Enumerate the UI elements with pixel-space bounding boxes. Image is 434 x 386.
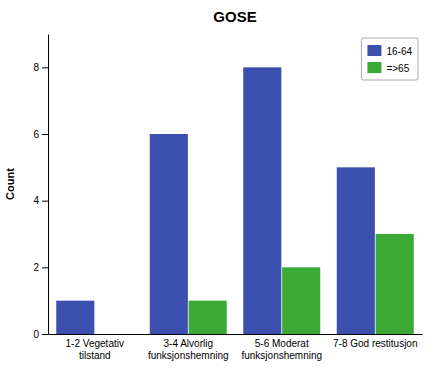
bars	[56, 67, 413, 334]
y-tick-mark	[42, 201, 48, 202]
legend-item: 16-64	[367, 45, 412, 57]
y-tick-label: 2	[33, 262, 39, 273]
x-tick-label-line: 3-4 Alvorlig	[164, 338, 213, 349]
bar	[282, 267, 320, 334]
bar	[150, 134, 188, 334]
y-tick-label: 0	[33, 329, 39, 340]
y-tick-mark	[42, 67, 48, 68]
legend-label: 16-64	[386, 46, 412, 57]
y-tick-mark	[42, 267, 48, 268]
y-tick-mark	[42, 334, 48, 335]
y-axis-line	[48, 35, 49, 335]
bar-series	[56, 67, 375, 334]
x-tick-label: 5-6 Moderatfunksjonshemning	[241, 338, 322, 361]
y-tick-mark	[42, 134, 48, 135]
x-tick-label-line: 5-6 Moderat	[255, 338, 309, 349]
x-tick-label-line: 1-2 Vegetativ	[66, 338, 124, 349]
bar	[376, 234, 414, 334]
y-axis-title: Count	[4, 168, 16, 200]
title: GOSE	[213, 8, 256, 25]
bar	[56, 301, 94, 334]
y-tick: 6	[33, 129, 48, 140]
y-tick-label: 6	[33, 129, 39, 140]
y-tick-label: 8	[33, 62, 39, 73]
x-tick: 5-6 Moderatfunksjonshemning	[241, 338, 322, 361]
y-tick: 2	[33, 262, 48, 273]
x-tick: 3-4 Alvorligfunksjonshemning	[148, 338, 229, 361]
y-tick: 0	[33, 329, 48, 340]
x-tick-label-line: funksjonshemning	[148, 350, 229, 361]
legend-swatch	[367, 45, 381, 56]
x-tick-label: 1-2 Vegetativtilstand	[66, 338, 124, 361]
x-tick-label-line: funksjonshemning	[241, 350, 322, 361]
chart-svg: 024681-2 Vegetativtilstand3-4 Alvorligfu…	[0, 0, 434, 386]
x-axis: 1-2 Vegetativtilstand3-4 Alvorligfunksjo…	[49, 335, 423, 361]
legend-label: =>65	[386, 63, 409, 74]
x-tick-label: 3-4 Alvorligfunksjonshemning	[148, 338, 229, 361]
bar	[189, 301, 227, 334]
bar-series	[189, 234, 414, 334]
x-tick: 1-2 Vegetativtilstand	[66, 338, 124, 361]
bar	[337, 167, 375, 334]
plot-area: 024681-2 Vegetativtilstand3-4 Alvorligfu…	[33, 35, 422, 361]
y-tick: 4	[33, 195, 48, 206]
x-tick: 7-8 God restitusjon	[333, 338, 418, 349]
x-tick-label: 7-8 God restitusjon	[333, 338, 418, 349]
x-tick-label-line: tilstand	[79, 350, 111, 361]
y-tick-label: 4	[33, 195, 39, 206]
x-axis-line	[49, 334, 423, 335]
y-axis: 0 2 4 6 8	[33, 35, 48, 340]
bar	[95, 334, 133, 335]
legend-item: =>65	[367, 62, 409, 74]
y-tick: 8	[33, 62, 48, 73]
legend-box	[361, 38, 418, 80]
chart-container: 024681-2 Vegetativtilstand3-4 Alvorligfu…	[0, 0, 434, 386]
legend: 16-64 =>65	[361, 38, 418, 80]
x-tick-label-line: 7-8 God restitusjon	[333, 338, 418, 349]
legend-swatch	[367, 62, 381, 73]
bar	[243, 67, 281, 334]
